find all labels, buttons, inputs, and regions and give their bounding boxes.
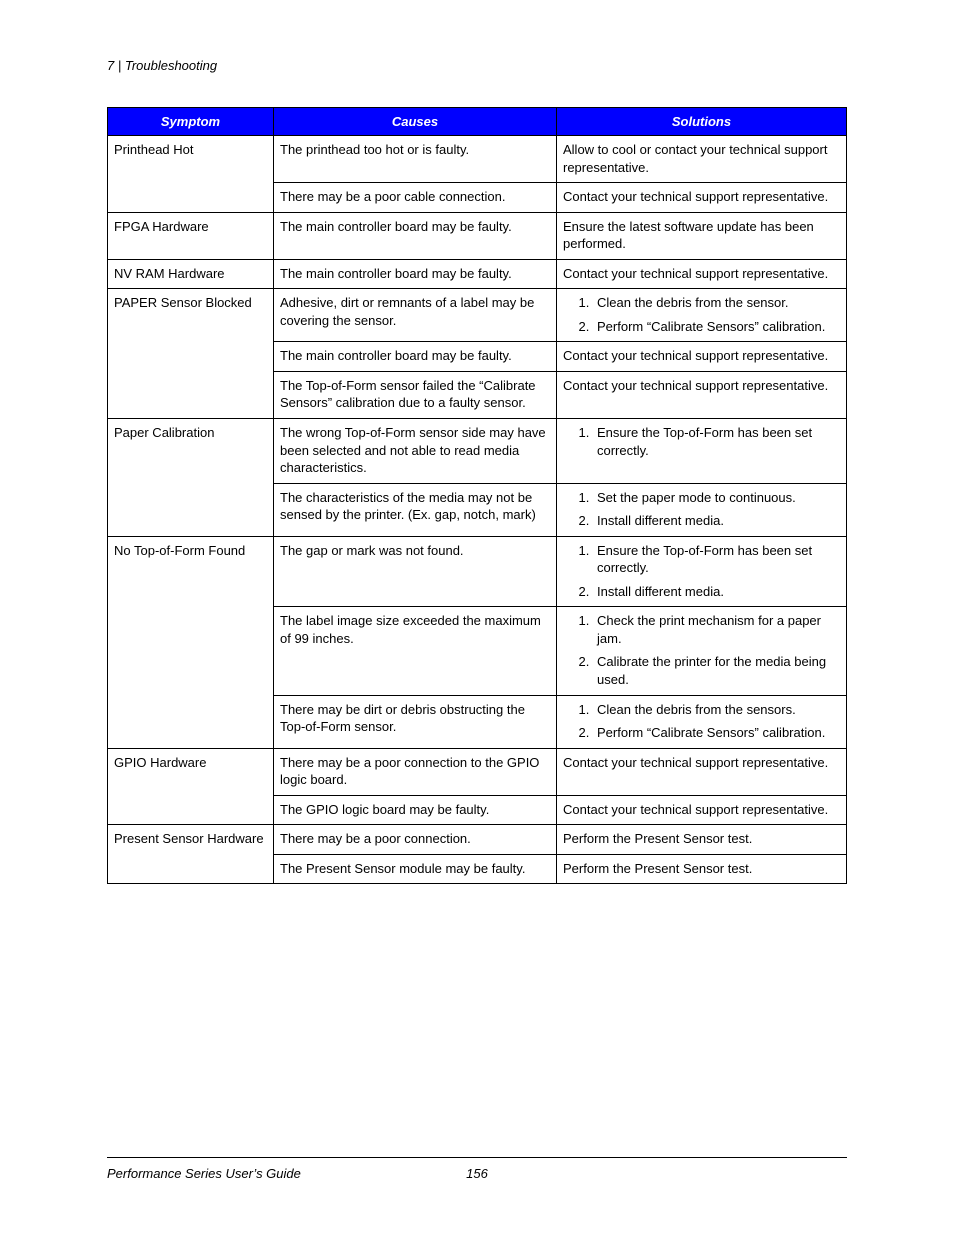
header-separator: | (114, 58, 125, 73)
cause-cell: The gap or mark was not found. (274, 536, 557, 607)
solution-cell: Contact your technical support represent… (557, 259, 847, 289)
solution-list: Ensure the Top-of-Form has been set corr… (563, 542, 840, 601)
solution-cell: Contact your technical support represent… (557, 183, 847, 213)
table-row: Printhead HotThe printhead too hot or is… (108, 136, 847, 183)
solution-list: Set the paper mode to continuous. Install… (563, 489, 840, 530)
table-header-row: Symptom Causes Solutions (108, 108, 847, 136)
solution-cell: Ensure the latest software update has be… (557, 212, 847, 259)
table-row: NV RAM HardwareThe main controller board… (108, 259, 847, 289)
solution-cell: Ensure the Top-of-Form has been set corr… (557, 536, 847, 607)
footer-title: Performance Series User’s Guide (107, 1166, 301, 1181)
solution-cell: Set the paper mode to continuous. Install… (557, 483, 847, 536)
col-solutions: Solutions (557, 108, 847, 136)
cause-cell: There may be a poor cable connection. (274, 183, 557, 213)
table-row: PAPER Sensor BlockedAdhesive, dirt or re… (108, 289, 847, 342)
symptom-cell: FPGA Hardware (108, 212, 274, 259)
col-symptom: Symptom (108, 108, 274, 136)
symptom-cell: PAPER Sensor Blocked (108, 289, 274, 419)
chapter-title: Troubleshooting (125, 58, 217, 73)
symptom-cell: GPIO Hardware (108, 748, 274, 825)
col-causes: Causes (274, 108, 557, 136)
solution-cell: Check the print mechanism for a paper ja… (557, 607, 847, 695)
page-header: 7 | Troubleshooting (107, 58, 847, 73)
solution-list-item: Clean the debris from the sensor. (593, 294, 840, 312)
cause-cell: The main controller board may be faulty. (274, 212, 557, 259)
cause-cell: There may be dirt or debris obstructing … (274, 695, 557, 748)
solution-list-item: Ensure the Top-of-Form has been set corr… (593, 542, 840, 577)
solution-list-item: Install different media. (593, 512, 840, 530)
solution-list-item: Calibrate the printer for the media bein… (593, 653, 840, 688)
solution-list-item: Ensure the Top-of-Form has been set corr… (593, 424, 840, 459)
solution-cell: Ensure the Top-of-Form has been set corr… (557, 419, 847, 484)
solution-list-item: Check the print mechanism for a paper ja… (593, 612, 840, 647)
solution-cell: Perform the Present Sensor test. (557, 825, 847, 855)
symptom-cell: Paper Calibration (108, 419, 274, 537)
cause-cell: There may be a poor connection to the GP… (274, 748, 557, 795)
page: 7 | Troubleshooting Symptom Causes Solut… (0, 0, 954, 1235)
solution-list-item: Set the paper mode to continuous. (593, 489, 840, 507)
solution-cell: Contact your technical support represent… (557, 371, 847, 418)
table-row: Present Sensor HardwareThere may be a po… (108, 825, 847, 855)
cause-cell: The main controller board may be faulty. (274, 342, 557, 372)
cause-cell: Adhesive, dirt or remnants of a label ma… (274, 289, 557, 342)
solution-list-item: Clean the debris from the sensors. (593, 701, 840, 719)
solution-cell: Contact your technical support represent… (557, 748, 847, 795)
solution-list: Check the print mechanism for a paper ja… (563, 612, 840, 688)
cause-cell: The label image size exceeded the maximu… (274, 607, 557, 695)
solution-cell: Clean the debris from the sensors. Perfor… (557, 695, 847, 748)
solution-list-item: Install different media. (593, 583, 840, 601)
solution-cell: Contact your technical support represent… (557, 795, 847, 825)
cause-cell: The main controller board may be faulty. (274, 259, 557, 289)
solution-cell: Allow to cool or contact your technical … (557, 136, 847, 183)
symptom-cell: Present Sensor Hardware (108, 825, 274, 884)
cause-cell: There may be a poor connection. (274, 825, 557, 855)
table-row: FPGA HardwareThe main controller board m… (108, 212, 847, 259)
symptom-cell: NV RAM Hardware (108, 259, 274, 289)
troubleshooting-table: Symptom Causes Solutions Printhead HotTh… (107, 107, 847, 884)
solution-cell: Clean the debris from the sensor. Perform… (557, 289, 847, 342)
cause-cell: The Present Sensor module may be faulty. (274, 854, 557, 884)
cause-cell: The characteristics of the media may not… (274, 483, 557, 536)
solution-list: Ensure the Top-of-Form has been set corr… (563, 424, 840, 459)
footer-page-number: 156 (466, 1166, 488, 1181)
symptom-cell: Printhead Hot (108, 136, 274, 213)
solution-list: Clean the debris from the sensors. Perfor… (563, 701, 840, 742)
solution-list-item: Perform “Calibrate Sensors” calibration. (593, 724, 840, 742)
solution-list-item: Perform “Calibrate Sensors” calibration. (593, 318, 840, 336)
cause-cell: The Top-of-Form sensor failed the “Calib… (274, 371, 557, 418)
solution-list: Clean the debris from the sensor. Perform… (563, 294, 840, 335)
cause-cell: The GPIO logic board may be faulty. (274, 795, 557, 825)
table-row: Paper CalibrationThe wrong Top-of-Form s… (108, 419, 847, 484)
table-row: No Top-of-Form FoundThe gap or mark was … (108, 536, 847, 607)
symptom-cell: No Top-of-Form Found (108, 536, 274, 748)
page-footer: Performance Series User’s Guide 156 (107, 1157, 847, 1181)
solution-cell: Perform the Present Sensor test. (557, 854, 847, 884)
table-row: GPIO HardwareThere may be a poor connect… (108, 748, 847, 795)
cause-cell: The printhead too hot or is faulty. (274, 136, 557, 183)
table-body: Printhead HotThe printhead too hot or is… (108, 136, 847, 884)
cause-cell: The wrong Top-of-Form sensor side may ha… (274, 419, 557, 484)
solution-cell: Contact your technical support represent… (557, 342, 847, 372)
